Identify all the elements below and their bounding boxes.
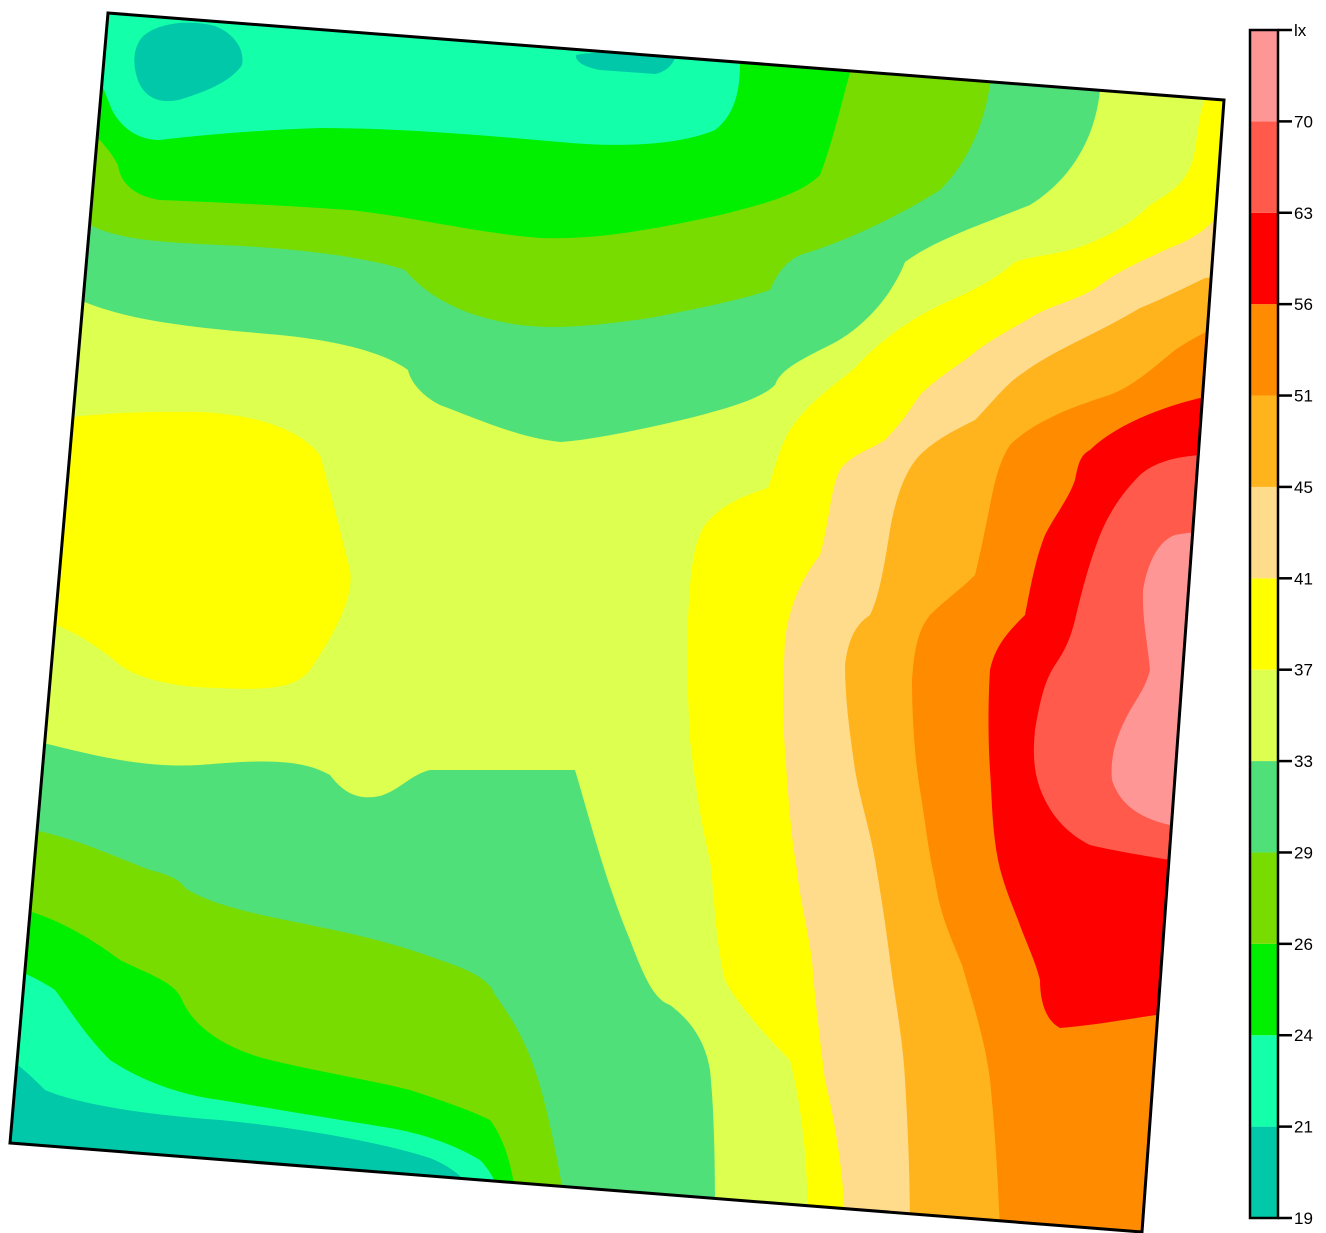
legend-swatch	[1250, 395, 1278, 487]
legend-swatch	[1250, 761, 1278, 853]
band-19-21-top-mid	[575, 52, 675, 74]
legend-tick-label: 41	[1294, 569, 1313, 588]
legend-swatch	[1250, 486, 1278, 579]
legend-swatch	[1250, 30, 1278, 122]
legend-swatch	[1250, 669, 1278, 762]
legend-tick-label: 56	[1294, 295, 1313, 314]
legend-swatch	[1250, 304, 1278, 396]
legend-swatch	[1250, 1126, 1278, 1218]
plot-frame	[8, 11, 1226, 1233]
legend-swatch	[1250, 852, 1278, 944]
legend-swatch	[1250, 212, 1278, 305]
color-legend: 19 21 24 26 29 33 37 41 45 51 56 63 70 lx	[1248, 21, 1313, 1228]
legend-tick-label: 29	[1294, 843, 1313, 862]
legend-tick-label: 19	[1294, 1209, 1313, 1228]
legend-swatch	[1250, 578, 1278, 670]
legend-tick-label: 21	[1294, 1118, 1313, 1137]
legend-tick-label: 45	[1294, 478, 1313, 497]
legend-frame	[1248, 28, 1280, 1220]
band-19-21-top-left	[134, 22, 243, 102]
legend-swatch	[1250, 943, 1278, 1036]
legend-tick-label: 70	[1294, 112, 1313, 131]
legend-tick-label: 33	[1294, 752, 1313, 771]
legend-tick-label: 63	[1294, 204, 1313, 223]
legend-swatch	[1250, 1035, 1278, 1127]
legend-tick-label: 51	[1294, 387, 1313, 406]
legend-tick-label: lx	[1294, 21, 1307, 40]
legend-swatch	[1250, 121, 1278, 213]
legend-tick-label: 37	[1294, 661, 1313, 680]
legend-tick-label: 24	[1294, 1026, 1313, 1045]
band-37-41-left	[10, 411, 351, 689]
legend-tick-label: 26	[1294, 935, 1313, 954]
